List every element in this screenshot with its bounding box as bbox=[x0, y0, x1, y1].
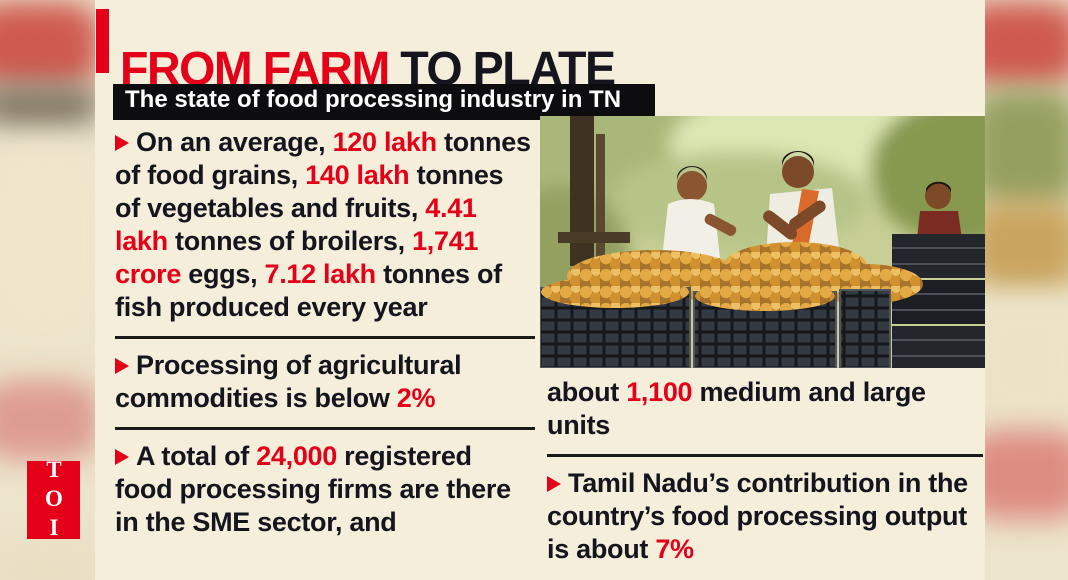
bullet-firms-continuation-text: about 1,100 medium and large units bbox=[547, 377, 926, 440]
infographic-panel: FROM FARM TO PLATE The state of food pro… bbox=[95, 0, 985, 580]
arrow-right-icon bbox=[547, 476, 561, 492]
blur-blob bbox=[985, 88, 1068, 208]
blur-blob bbox=[985, 430, 1068, 520]
bullet-registered-firms: A total of 24,000 registered food proces… bbox=[115, 440, 535, 539]
arrow-right-icon bbox=[115, 358, 129, 374]
blur-blob bbox=[985, 200, 1068, 290]
photo-workers-sorting-fruit bbox=[540, 116, 985, 368]
toi-logo: TOI bbox=[27, 457, 80, 544]
bullet-processing-share-text: Processing of agricultural commodities i… bbox=[115, 350, 462, 413]
blur-blob bbox=[0, 150, 95, 330]
bullet-registered-firms-text: A total of 24,000 registered food proces… bbox=[115, 441, 511, 537]
bullet-production-text: On an average, 120 lakh tonnes of food g… bbox=[115, 127, 531, 322]
photo-illustration bbox=[540, 116, 985, 368]
subtitle-bar: The state of food processing industry in… bbox=[113, 84, 656, 120]
divider bbox=[547, 454, 983, 457]
bullet-processing-share: Processing of agricultural commodities i… bbox=[115, 349, 535, 415]
blur-blob bbox=[0, 380, 95, 460]
divider bbox=[115, 427, 535, 430]
left-column: On an average, 120 lakh tonnes of food g… bbox=[115, 126, 535, 539]
arrow-right-icon bbox=[115, 135, 129, 151]
arrow-right-icon bbox=[115, 449, 129, 465]
blur-blob bbox=[0, 2, 95, 88]
bullet-firms-continuation: about 1,100 medium and large units bbox=[547, 376, 983, 442]
bullet-tn-contribution: Tamil Nadu’s contribution in the country… bbox=[547, 467, 983, 566]
right-column: about 1,100 medium and large units Tamil… bbox=[547, 376, 983, 566]
bullet-tn-contribution-text: Tamil Nadu’s contribution in the country… bbox=[547, 468, 968, 564]
blur-blob bbox=[985, 2, 1068, 86]
blur-blob bbox=[0, 540, 95, 580]
blur-blob bbox=[0, 84, 95, 126]
divider bbox=[115, 336, 535, 339]
right-blur-edge bbox=[985, 0, 1068, 580]
bullet-production: On an average, 120 lakh tonnes of food g… bbox=[115, 126, 535, 324]
left-blur-edge bbox=[0, 0, 95, 580]
blur-blob bbox=[985, 300, 1068, 420]
title-accent-bar bbox=[96, 9, 109, 73]
